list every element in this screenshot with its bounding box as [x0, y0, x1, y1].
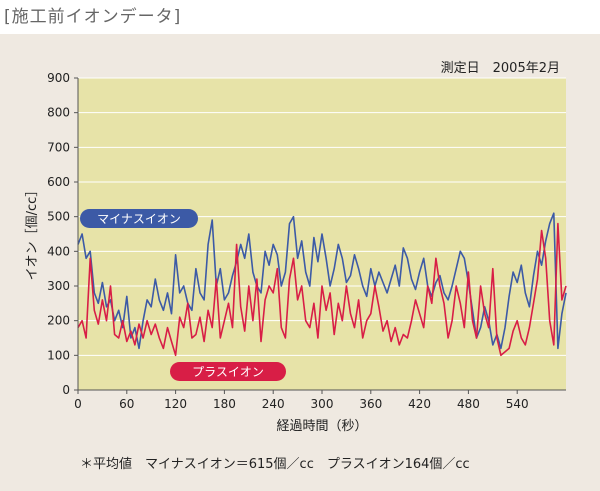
y-tick-label: 300: [47, 279, 70, 293]
y-tick-label: 400: [47, 244, 70, 258]
x-tick-label: 0: [74, 397, 82, 411]
plus-ion-line: [77, 222, 567, 357]
average-footnote: ＊平均値 マイナスイオン＝615個／cc プラスイオン164個／cc: [80, 457, 470, 472]
y-tick-label: 600: [47, 175, 70, 189]
y-tick-label: 500: [47, 210, 70, 224]
x-tick-label: 360: [359, 397, 382, 411]
x-axis-title: 経過時間（秒）: [276, 419, 367, 434]
legend-minus-ion-label: マイナスイオン: [97, 212, 181, 226]
legend-plus-ion-label: プラスイオン: [192, 365, 264, 379]
legend-minus-ion-badge: [80, 209, 198, 228]
legend-minus-ion: マイナスイオン: [80, 209, 198, 228]
y-tick-label: 700: [47, 140, 70, 154]
x-tick-label: 480: [457, 397, 480, 411]
series-lines: [77, 212, 567, 357]
x-tick-label: 540: [506, 397, 529, 411]
page-title: [施工前イオンデータ]: [4, 7, 182, 27]
legend-plus-ion-badge: [170, 362, 286, 381]
x-tick-label: 240: [262, 397, 285, 411]
y-tick-label: 0: [62, 383, 70, 397]
x-tick-label: 300: [311, 397, 334, 411]
measurement-date-label: 測定日 2005年2月: [441, 61, 560, 76]
minus-ion-line: [77, 212, 567, 350]
x-tick-label: 60: [119, 397, 134, 411]
x-tick-label: 120: [164, 397, 187, 411]
y-tick-label: 200: [47, 314, 70, 328]
x-tick-label: 180: [213, 397, 236, 411]
y-axis-title: イオン［個/cc］: [25, 184, 40, 281]
y-tick-label: 900: [47, 71, 70, 85]
x-axis-ticks: 0 60 120 180 240 300 360 420 480 540: [74, 390, 529, 411]
y-tick-label: 100: [47, 348, 70, 362]
legend-plus-ion: プラスイオン: [170, 362, 286, 381]
y-axis-ticks: 0 100 200 300 400 500 600 700 800 900: [47, 71, 78, 397]
x-tick-label: 420: [408, 397, 431, 411]
y-tick-label: 800: [47, 106, 70, 120]
